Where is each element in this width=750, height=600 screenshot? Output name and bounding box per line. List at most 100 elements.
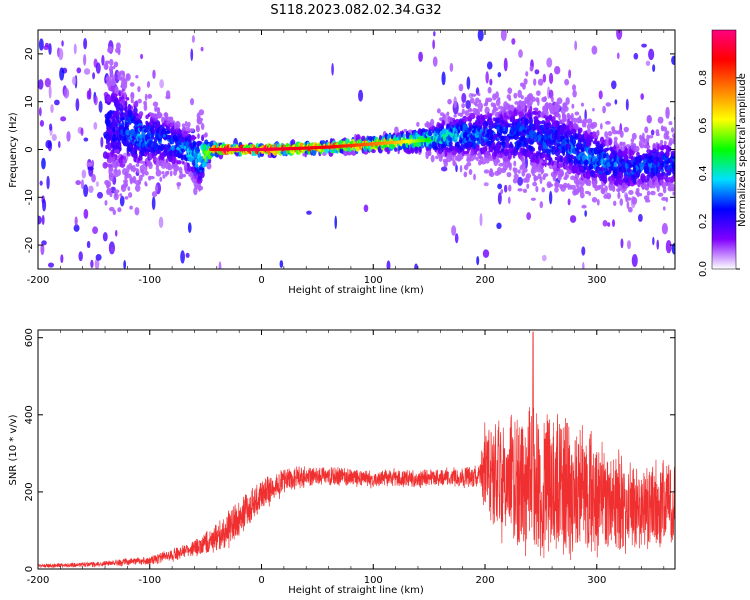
- spectrogram-cell: [119, 195, 125, 207]
- spectrogram-cell: [581, 204, 587, 209]
- spectrogram-cell: [117, 48, 121, 56]
- spectrogram-cell: [515, 136, 520, 140]
- spectrogram-cell: [190, 48, 194, 61]
- spectrogram-cell: [46, 175, 50, 190]
- spectrogram-cell: [602, 105, 606, 114]
- spectrogram-cell: [671, 55, 675, 65]
- spectrogram-cell: [652, 148, 657, 153]
- spectrogram-cell: [468, 122, 473, 127]
- spectrogram-cell: [38, 79, 44, 90]
- spectrogram-cell: [146, 80, 151, 88]
- spectrogram-cell: [181, 160, 185, 165]
- spectrogram-cell: [134, 149, 138, 155]
- spectrogram-cell: [414, 263, 418, 269]
- spectrogram-cell: [565, 174, 570, 178]
- spectrogram-cell: [616, 30, 623, 40]
- spectrogram-cell: [604, 131, 609, 138]
- spectrogram-cell: [546, 154, 551, 158]
- spectrogram-cell: [634, 145, 640, 153]
- spectrogram-cell: [479, 157, 485, 164]
- spectrogram-cell: [541, 254, 547, 262]
- spectrogram-cell: [117, 207, 122, 213]
- spectrogram-cell: [543, 96, 547, 102]
- spectrogram-cell: [459, 112, 464, 118]
- spectrogram-cell: [492, 137, 496, 142]
- spectrogram-cell: [113, 173, 119, 178]
- spectrogram-cell: [441, 143, 447, 149]
- spectrogram-cell: [656, 143, 660, 151]
- spectrogram-cell: [626, 168, 633, 174]
- spectrogram-cell: [169, 170, 173, 177]
- spectrogram-cell: [537, 97, 540, 107]
- spectrogram-cell: [160, 160, 167, 169]
- y-tick-label: 200: [24, 482, 35, 501]
- spectrogram-cell: [648, 48, 655, 61]
- spectrogram-cell: [525, 71, 529, 77]
- colorbar-tick-label: 0.4: [698, 165, 709, 181]
- spectrogram-cell: [40, 243, 45, 256]
- spectrogram-cell: [331, 62, 334, 76]
- spectrogram-cell: [432, 39, 435, 50]
- spectrogram-cell: [605, 120, 611, 125]
- spectrogram-cell: [647, 145, 651, 149]
- spectrogram-cell: [51, 133, 57, 141]
- spectrogram-cell: [113, 189, 120, 194]
- spectrogram-cell: [535, 185, 539, 193]
- spectrogram-cell: [568, 154, 575, 161]
- spectrogram-cell: [644, 199, 651, 203]
- spectrogram-cell: [155, 122, 161, 129]
- spectrogram-cell: [625, 197, 632, 201]
- spectrogram-cell: [552, 164, 558, 169]
- spectrogram-cell: [511, 38, 516, 45]
- spectrogram-cell: [438, 154, 443, 162]
- spectrogram-cell: [118, 143, 122, 149]
- spectrogram-cell: [430, 154, 435, 163]
- spectrogram-cell: [588, 191, 591, 196]
- spectrogram-cell: [171, 158, 176, 165]
- spectrogram-cell: [556, 104, 561, 109]
- spectrogram-cell: [641, 175, 647, 181]
- spectrogram-cell: [548, 72, 554, 85]
- spectrogram-cell: [164, 171, 168, 177]
- spectrogram-cell: [306, 210, 312, 215]
- spectrogram-cell: [584, 210, 587, 217]
- spectrogram-cell: [652, 143, 656, 149]
- spectrogram-cell: [656, 239, 660, 250]
- spectrogram-cell: [119, 193, 123, 197]
- spectrogram-cell: [570, 184, 576, 190]
- spectrogram-cell: [181, 123, 186, 128]
- spectrogram-cell: [507, 162, 512, 168]
- spectrogram-cell: [642, 138, 648, 145]
- spectrogram-cell: [529, 105, 533, 113]
- spectrogram-cell: [109, 192, 113, 198]
- spectrogram-cell: [469, 97, 475, 104]
- spectrogram-cell: [159, 176, 163, 182]
- spectrogram-cell: [135, 75, 139, 79]
- spectrogram-cell: [200, 123, 205, 130]
- spectrogram-cell: [159, 79, 165, 89]
- spectrogram-cell: [626, 240, 632, 250]
- spectrogram-cell: [668, 121, 673, 126]
- spectrogram-cell: [510, 104, 515, 112]
- spectrogram-cell: [138, 174, 143, 182]
- spectrogram-cell: [108, 65, 114, 73]
- spectrogram-cell: [66, 131, 71, 142]
- spectrogram-cell: [636, 191, 640, 198]
- spectrogram-cell: [633, 52, 639, 60]
- y-tick-label: -20: [24, 237, 35, 253]
- spectrogram-cell: [111, 137, 118, 143]
- spectrogram-cell: [588, 163, 593, 170]
- y-tick-label: 0: [24, 146, 35, 152]
- spectrogram-cell: [586, 123, 591, 131]
- spectrogram-cell: [182, 173, 187, 178]
- spectrogram-cell: [192, 153, 198, 159]
- spectrogram-cell: [429, 118, 435, 127]
- spectrogram-cell: [124, 100, 128, 107]
- spectrogram-cell: [614, 99, 618, 105]
- spectrogram-cell: [619, 198, 624, 206]
- spectrogram-cell: [486, 97, 493, 103]
- spectrogram-cell: [457, 142, 461, 150]
- spectrogram-cell: [602, 176, 608, 184]
- spectrogram-cell: [657, 116, 664, 124]
- colorbar-ticks: 0.0 0.2 0.4 0.6 0.8: [698, 70, 740, 277]
